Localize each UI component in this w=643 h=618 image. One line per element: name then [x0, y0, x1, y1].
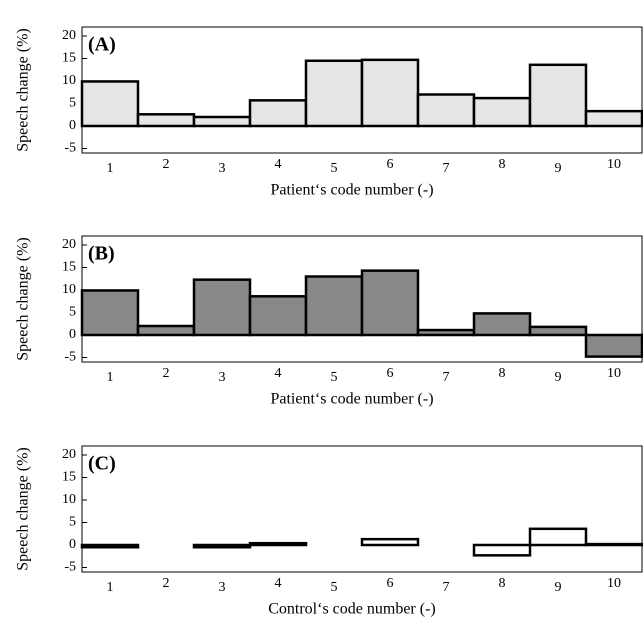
x-tick-label: 5 [331, 580, 338, 595]
y-tick-label: 15 [62, 470, 76, 485]
x-tick-label: 3 [219, 580, 226, 595]
bar [584, 333, 643, 358]
y-tick-label: 20 [62, 447, 76, 462]
y-tick-label: 10 [62, 282, 76, 297]
x-tick-label: 6 [387, 576, 394, 591]
x-tick-label: 8 [499, 576, 506, 591]
x-axis-label: Patient‘s code number (-) [270, 182, 433, 199]
x-tick-label: 5 [331, 161, 338, 176]
bar [360, 58, 420, 128]
y-tick-label: 20 [62, 28, 76, 43]
bar [528, 63, 588, 128]
y-tick-label: -5 [64, 350, 76, 365]
bar [192, 115, 252, 128]
x-tick-label: 6 [387, 366, 394, 381]
x-tick-label: 2 [163, 576, 170, 591]
x-axis-label: Control‘s code number (-) [268, 601, 436, 618]
bar [192, 543, 252, 549]
y-tick-label: 0 [69, 537, 76, 552]
x-tick-label: 3 [219, 161, 226, 176]
x-tick-label: 5 [331, 370, 338, 385]
x-tick-label: 10 [607, 576, 621, 591]
x-tick-label: 10 [607, 366, 621, 381]
y-tick-label: 15 [62, 51, 76, 66]
bar [248, 541, 308, 547]
x-tick-label: 4 [275, 157, 282, 172]
x-tick-label: 9 [555, 580, 562, 595]
y-tick-label: -5 [64, 141, 76, 156]
x-tick-label: 6 [387, 157, 394, 172]
bar [584, 109, 643, 128]
bar [248, 295, 308, 337]
bar [472, 543, 532, 557]
bar [136, 113, 196, 128]
bar [528, 527, 588, 547]
axes-frame [81, 445, 643, 573]
x-tick-label: 9 [555, 370, 562, 385]
bar [584, 542, 643, 547]
y-axis-label: Speech change (%) [15, 237, 32, 361]
y-tick-label: 0 [69, 118, 76, 133]
bar [80, 80, 140, 128]
x-tick-label: 2 [163, 157, 170, 172]
bar [304, 59, 364, 128]
bar [304, 275, 364, 337]
bar [192, 278, 252, 337]
bar [80, 543, 140, 549]
bar [360, 269, 420, 337]
x-tick-label: 9 [555, 161, 562, 176]
x-tick-label: 4 [275, 366, 282, 381]
x-tick-label: 10 [607, 157, 621, 172]
x-tick-label: 1 [107, 370, 114, 385]
x-tick-label: 4 [275, 576, 282, 591]
y-tick-label: 15 [62, 260, 76, 275]
y-tick-label: 5 [69, 96, 76, 111]
x-tick-label: 8 [499, 366, 506, 381]
x-tick-label: 1 [107, 161, 114, 176]
bar [416, 328, 476, 337]
bar [416, 93, 476, 128]
x-tick-label: 3 [219, 370, 226, 385]
bar [360, 537, 420, 547]
bar [136, 324, 196, 337]
x-tick-label: 7 [443, 161, 450, 176]
x-tick-label: 8 [499, 157, 506, 172]
y-tick-label: 20 [62, 237, 76, 252]
panel-label: (C) [88, 453, 116, 475]
x-tick-label: 2 [163, 366, 170, 381]
x-tick-label: 7 [443, 370, 450, 385]
y-axis-label: Speech change (%) [15, 447, 32, 571]
bar [472, 96, 532, 128]
x-axis-label: Patient‘s code number (-) [270, 391, 433, 408]
x-tick-label: 1 [107, 580, 114, 595]
panel-label: (B) [88, 243, 115, 265]
y-tick-label: -5 [64, 560, 76, 575]
y-tick-label: 0 [69, 327, 76, 342]
panel-label: (A) [88, 34, 116, 56]
bar [80, 289, 140, 337]
x-tick-label: 7 [443, 580, 450, 595]
y-tick-label: 5 [69, 305, 76, 320]
y-tick-label: 10 [62, 73, 76, 88]
bar [528, 325, 588, 337]
bar [472, 312, 532, 337]
y-tick-label: 10 [62, 492, 76, 507]
y-tick-label: 5 [69, 515, 76, 530]
bar [248, 99, 308, 128]
y-axis-label: Speech change (%) [15, 28, 32, 152]
